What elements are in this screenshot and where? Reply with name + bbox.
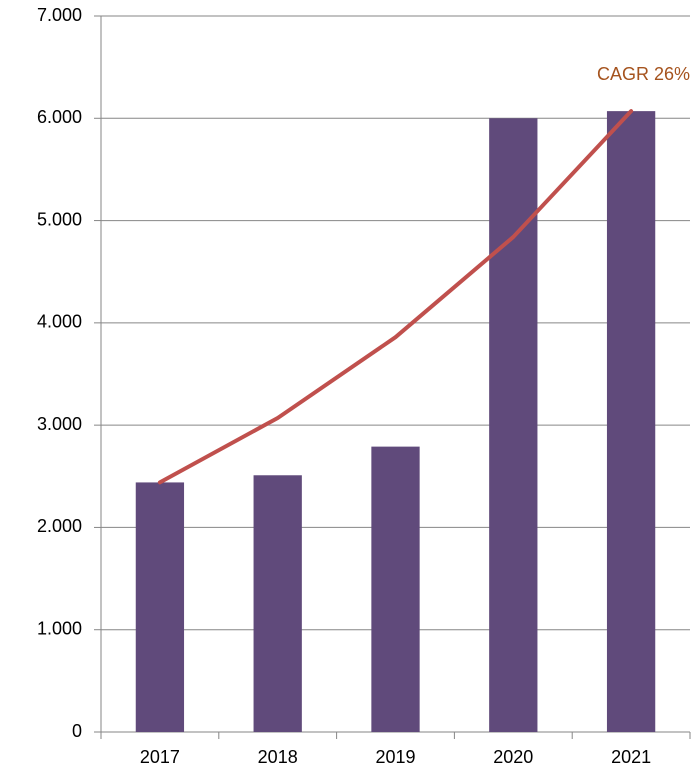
y-tick-label: 6.000 <box>37 107 82 127</box>
trend-line <box>157 109 634 485</box>
x-tick-label: 2019 <box>375 747 415 767</box>
bar <box>371 446 420 732</box>
bar <box>135 482 185 732</box>
x-tick-label: 2021 <box>611 747 651 767</box>
bar <box>606 111 656 732</box>
x-tick-label: 2018 <box>258 747 298 767</box>
y-tick-label: 0 <box>72 721 82 741</box>
y-tick-label: 7.000 <box>37 5 82 25</box>
annotation: CAGR 26% <box>597 64 690 84</box>
bar <box>253 475 302 732</box>
x-tick-label: 2020 <box>493 747 533 767</box>
y-tick-label: 4.000 <box>37 312 82 332</box>
bar <box>489 118 538 733</box>
y-tick-label: 5.000 <box>37 209 82 229</box>
y-tick-label: 2.000 <box>37 516 82 536</box>
y-tick-label: 3.000 <box>37 414 82 434</box>
y-tick-label: 1.000 <box>37 618 82 638</box>
x-tick-label: 2017 <box>140 747 180 767</box>
